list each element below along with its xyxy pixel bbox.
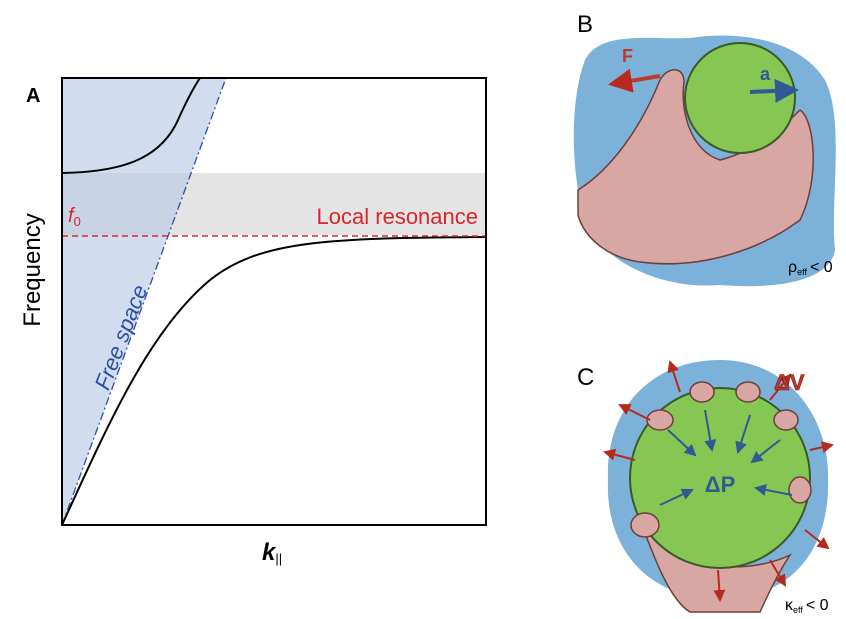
panel-a: A Frequency k|| f0 Local resonance Free …: [19, 78, 486, 566]
condition-label: κeff< 0: [785, 597, 829, 615]
panel-label: B: [577, 11, 593, 38]
x-axis-label: k||: [262, 539, 282, 566]
volume-label: ΔV: [774, 370, 805, 395]
condition-subscript: eff: [797, 267, 807, 277]
acceleration-arrow: [750, 90, 795, 92]
condition-relation: < 0: [810, 259, 833, 276]
resonance-label: Local resonance: [317, 204, 478, 229]
force-label: F: [622, 46, 633, 66]
condition-relation: < 0: [806, 597, 829, 614]
condition-label: ρeff< 0: [788, 259, 833, 277]
acceleration-label: a: [760, 64, 771, 84]
resonance-subscript: 0: [74, 214, 81, 229]
condition-subscript: eff: [793, 605, 803, 615]
panel-b: B F a ρeff< 0: [574, 11, 836, 286]
figure: A Frequency k|| f0 Local resonance Free …: [0, 0, 846, 619]
ball: [685, 43, 795, 153]
x-axis-subscript: ||: [275, 551, 282, 566]
page: {"panels": [ {"label": "A", "y_axis_labe…: [0, 0, 846, 619]
pressure-label: ΔP: [705, 472, 736, 497]
condition-symbol: ρ: [788, 259, 797, 276]
panel-c: C ΔV ΔP κeff< 0: [577, 360, 832, 615]
panel-label: C: [577, 364, 594, 391]
y-axis-label: Frequency: [19, 213, 46, 326]
panel-label: A: [26, 85, 40, 107]
